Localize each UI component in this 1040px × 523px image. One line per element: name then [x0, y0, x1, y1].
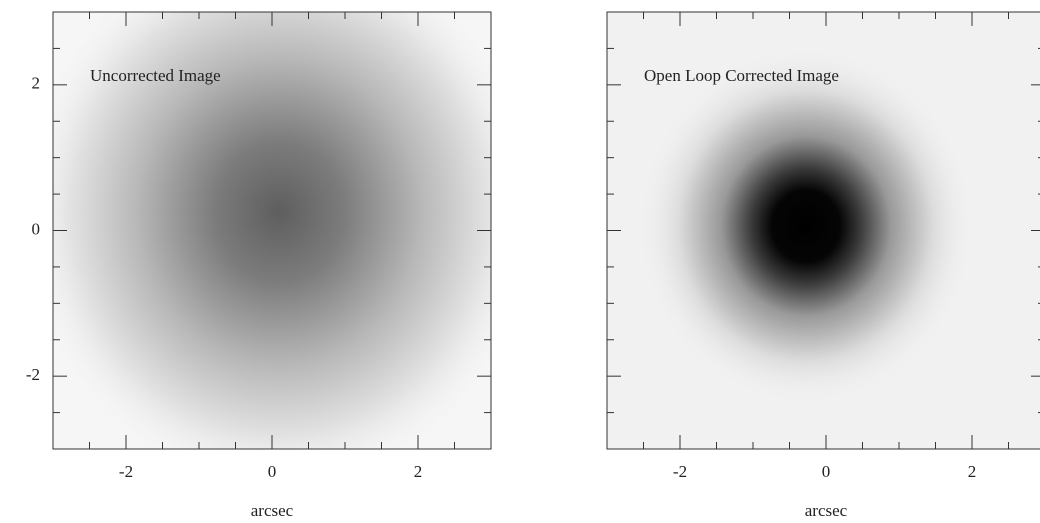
x-tick-label: -2 [119, 462, 133, 481]
x-tick-label: 0 [268, 462, 277, 481]
x-axis-label: arcsec [251, 501, 294, 520]
y-tick-label: 2 [32, 74, 41, 93]
panel-title: Open Loop Corrected Image [644, 66, 839, 85]
y-tick-label: 0 [32, 219, 41, 238]
x-tick-label: 2 [968, 462, 977, 481]
panel-title: Uncorrected Image [90, 66, 221, 85]
x-axis-label: arcsec [805, 501, 848, 520]
x-tick-label: -2 [673, 462, 687, 481]
image-panel [53, 12, 491, 449]
image-panel [607, 12, 1040, 449]
x-tick-label: 2 [414, 462, 423, 481]
psf-blob [636, 46, 976, 406]
x-tick-label: 0 [822, 462, 831, 481]
y-tick-label: -2 [26, 365, 40, 384]
psf-blob [53, 12, 491, 449]
